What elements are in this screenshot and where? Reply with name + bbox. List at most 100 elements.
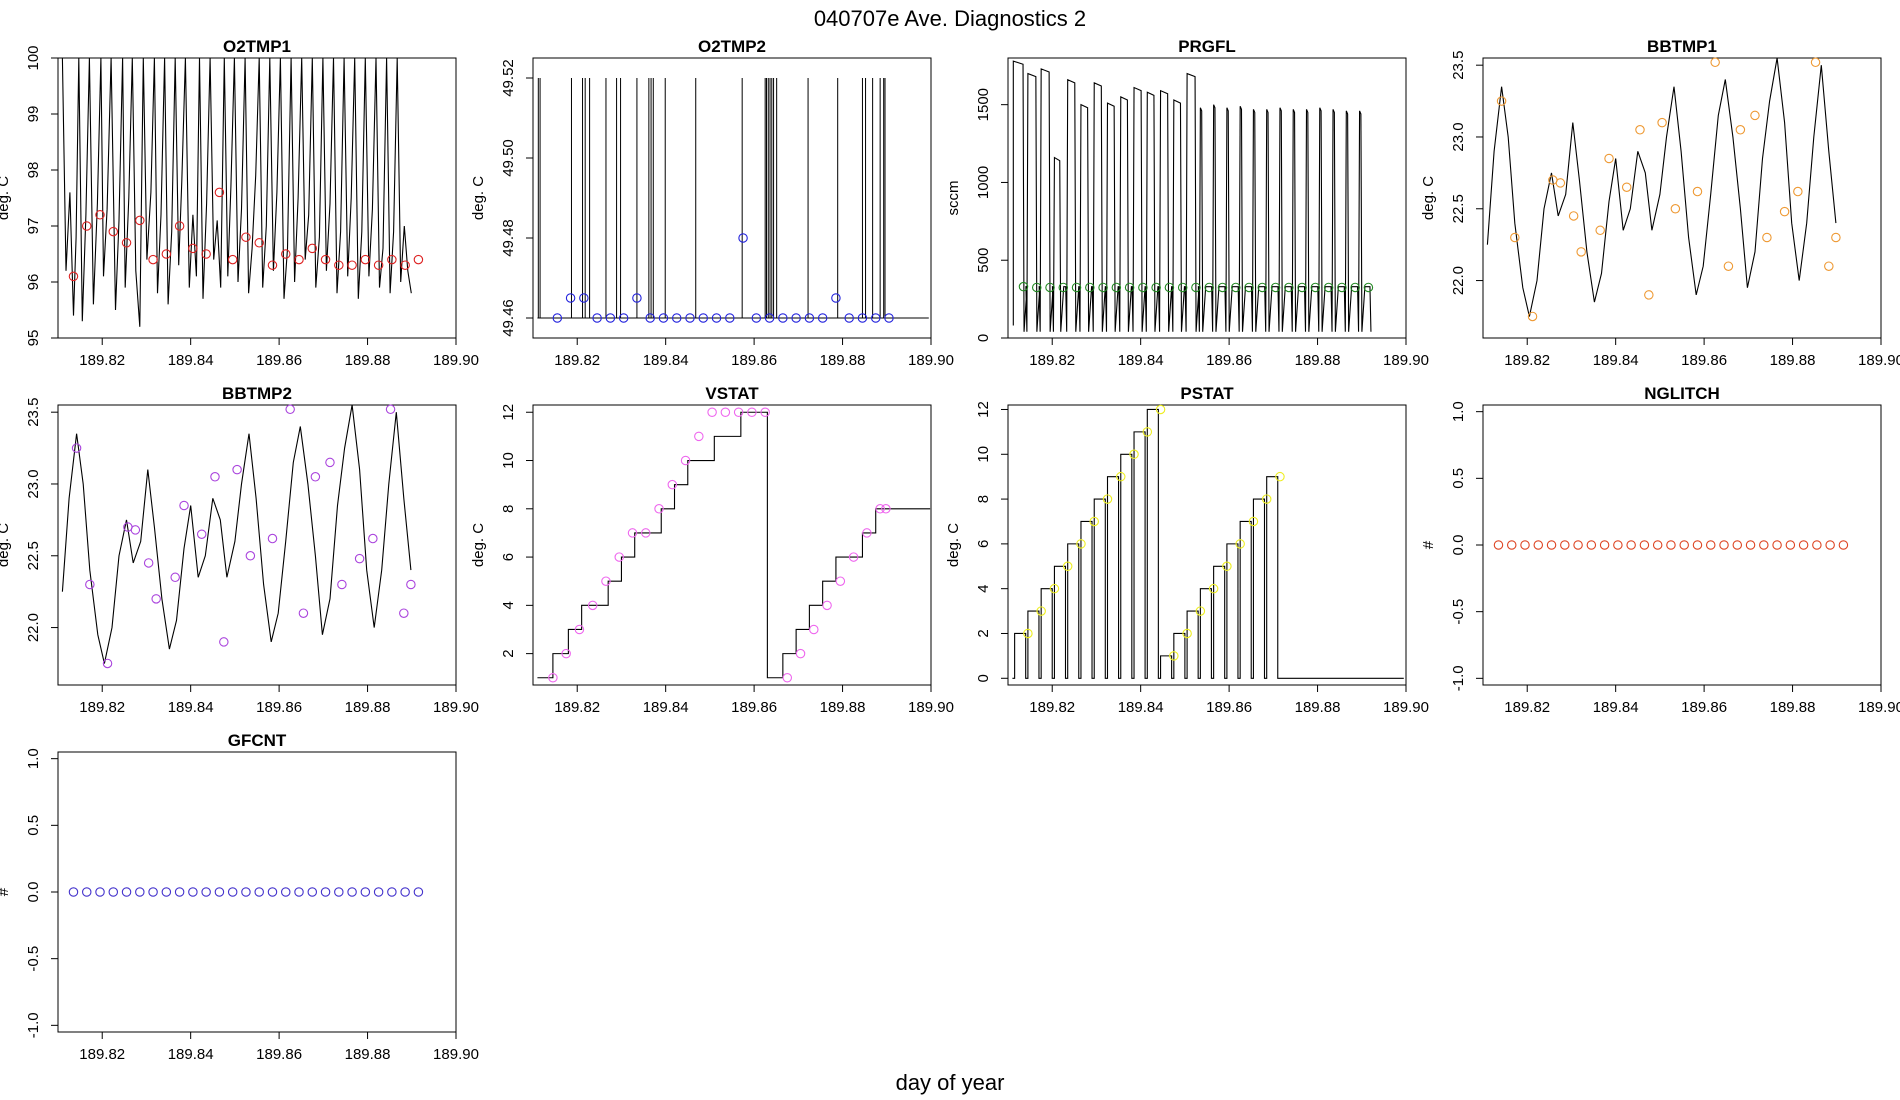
data-point (347, 260, 357, 270)
data-point (196, 529, 207, 539)
series-group (537, 78, 929, 319)
plot-frame (1482, 57, 1882, 339)
data-point (360, 887, 371, 897)
data-point (267, 887, 278, 897)
data-point (760, 407, 770, 417)
y-tick-label: 6 (500, 553, 517, 561)
data-point (680, 455, 691, 466)
y-tick-label: 1500 (975, 88, 992, 121)
data-point (143, 558, 154, 568)
y-tick-label: 49.50 (500, 139, 517, 177)
data-point (201, 249, 211, 259)
data-point (822, 600, 832, 611)
data-point (385, 404, 396, 415)
series-group (1486, 57, 1837, 317)
data-point (632, 293, 642, 303)
data-point (95, 887, 105, 897)
data-point (1248, 516, 1259, 527)
data-point (1071, 282, 1082, 293)
y-tick-label: 22.0 (25, 613, 42, 642)
data-point (1604, 153, 1614, 164)
data-point (214, 187, 225, 198)
x-tick-label: 189.86 (256, 1046, 302, 1063)
data-point (354, 553, 365, 564)
panels: O2TMP1 deg. C 189.82 189.84 189.86 189.88 189.… (0, 37, 1900, 1063)
data-point (561, 648, 571, 659)
data-point (1735, 125, 1746, 135)
y-tick-label: 1000 (975, 166, 992, 199)
x-tick-label: 189.84 (1118, 352, 1164, 369)
data-point (245, 551, 256, 561)
data-point (574, 624, 585, 635)
data-point (227, 254, 238, 265)
data-point (1085, 282, 1095, 293)
y-axis-label: deg. C (945, 523, 962, 567)
data-point (778, 313, 788, 323)
plot-frame (532, 404, 932, 686)
x-tick-label: 189.90 (433, 352, 479, 369)
data-point (720, 407, 731, 417)
plot-frame (1007, 57, 1407, 339)
x-tick-label: 189.86 (256, 352, 302, 369)
data-point (68, 887, 79, 897)
y-axis-label: deg. C (470, 176, 487, 220)
data-point (307, 243, 318, 254)
data-point (254, 887, 264, 897)
y-tick-label: 1.0 (25, 748, 42, 769)
data-point (1138, 282, 1148, 293)
data-point (1666, 540, 1676, 550)
data-point (1573, 540, 1583, 550)
y-tick-label: 8 (975, 495, 992, 503)
data-point (232, 464, 242, 475)
data-point (1824, 261, 1834, 271)
x-tick-label: 189.84 (1593, 352, 1639, 369)
data-point (1635, 125, 1645, 135)
data-point (1644, 290, 1654, 300)
data-point (1182, 628, 1192, 639)
data-point (1798, 540, 1809, 550)
data-point (1793, 186, 1803, 197)
data-point (85, 579, 95, 590)
data-point (809, 624, 819, 635)
data-point (1652, 540, 1663, 550)
y-tick-label: 0.5 (25, 815, 42, 836)
x-tick-label: 189.82 (79, 1046, 125, 1063)
data-point (325, 457, 335, 468)
y-tick-label: 97 (25, 218, 42, 235)
data-point (1217, 282, 1228, 293)
series-line (61, 404, 412, 664)
y-tick-label: 0 (975, 674, 992, 682)
data-point (658, 313, 669, 323)
x-tick-label: 189.82 (1029, 699, 1075, 716)
data-point (1284, 282, 1294, 293)
data-point (1692, 540, 1703, 550)
x-tick-label: 189.86 (731, 352, 777, 369)
data-point (1527, 311, 1538, 322)
series-group (537, 411, 931, 679)
data-point (334, 887, 344, 897)
data-point (210, 472, 220, 482)
data-point (368, 533, 378, 544)
data-point (135, 215, 145, 226)
y-tick-label: 0 (975, 334, 992, 342)
x-tick-label: 189.82 (1504, 352, 1550, 369)
y-tick-label: 98 (25, 162, 42, 179)
series-line (1012, 60, 1372, 332)
data-point (1810, 57, 1821, 68)
data-point (618, 313, 629, 323)
y-tick-label: 100 (25, 45, 42, 70)
data-point (130, 525, 141, 535)
panel-nglitch: NGLITCH #189.82 189.84 189.86 189.88 189.90 -1… (1420, 384, 1900, 716)
y-axis-label: # (1420, 540, 1437, 549)
data-point (1496, 96, 1507, 106)
x-tick-label: 189.90 (433, 699, 479, 716)
data-point (1510, 232, 1520, 243)
data-point (108, 226, 119, 237)
data-point (1151, 282, 1161, 293)
data-point (804, 313, 815, 323)
data-point (1023, 628, 1033, 639)
data-point (1710, 57, 1720, 68)
x-tick-label: 189.84 (1593, 699, 1639, 716)
data-point (698, 313, 709, 323)
panel-o2tmp1: O2TMP1 deg. C 189.82 189.84 189.86 189.88 189.… (0, 37, 479, 369)
